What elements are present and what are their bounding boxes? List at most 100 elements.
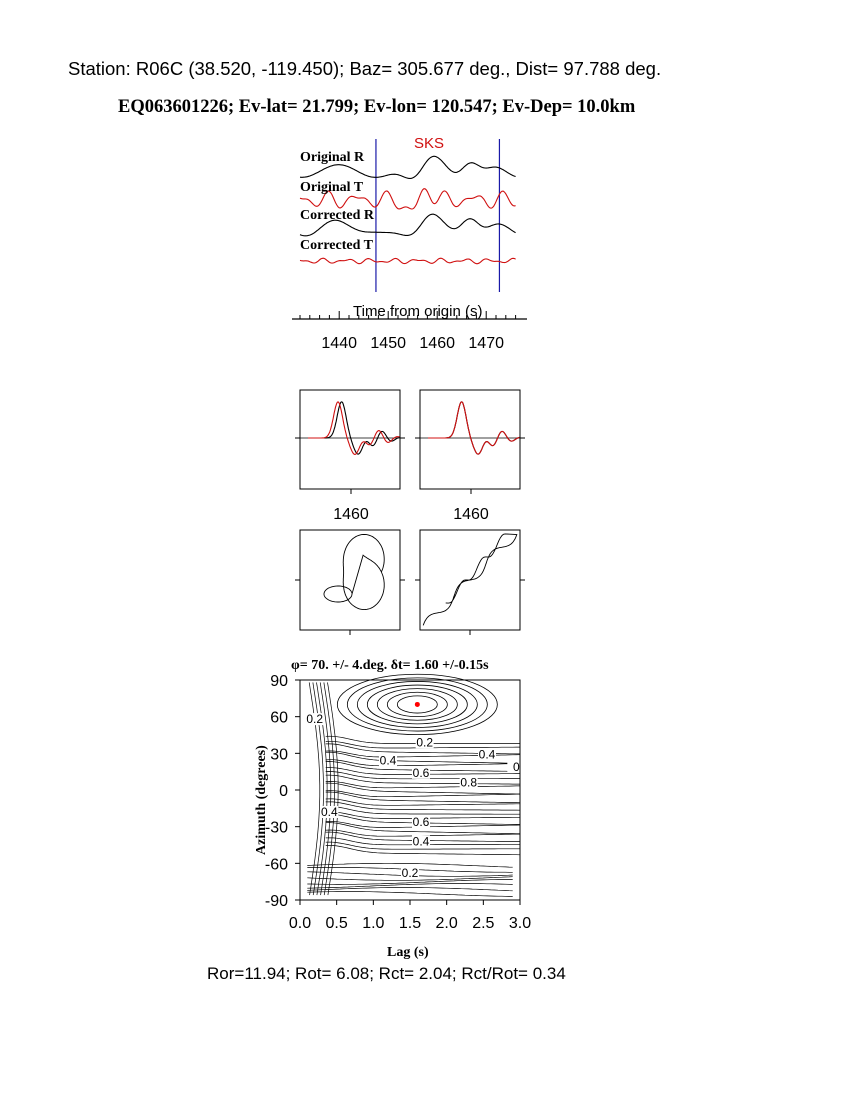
contour-label: 0.4 [413,834,430,848]
seismogram-traces [299,155,516,265]
seismogram-panel: SKS Original R Original T Corrected R Co… [292,135,527,352]
contour-x-tick-label: 2.5 [472,915,494,932]
trace-corrected-t [299,257,516,265]
contour-label: 0.4 [479,748,496,762]
contour-labels: 0.20.20.400.40.60.80.40.60.40.2 [305,712,526,880]
contour-line [356,681,478,728]
contour-y-tick-label: -90 [265,893,288,910]
contour-line [325,841,520,850]
contour-line [307,891,513,897]
contour-x-tick-label: 3.0 [509,915,531,932]
contour-x-tick-label: 1.5 [399,915,421,932]
overlay-tick-label: 1460 [453,506,489,523]
contour-label-bg [412,766,430,779]
overlay-transverse [308,401,400,455]
waveform-overlay-panels: 1460 1460 [295,389,525,523]
contour-label-bg [320,806,339,818]
contour-label: 0.6 [413,766,430,780]
contour-label-bg [412,815,430,828]
contour-line [323,682,335,896]
contour-line [307,876,513,881]
overlay-radial [308,401,400,455]
contour-label: 0.4 [321,805,338,819]
time-tick-label: 1460 [419,335,455,352]
contour-label-bg [478,748,496,761]
contour-label-bg [401,867,419,880]
contour-line [325,790,520,798]
trace-label-original-t: Original T [300,180,364,195]
contour-x-tick-label: 2.0 [436,915,458,932]
overlay-panel-original: 1460 [295,389,405,523]
contour-line [307,879,513,885]
energy-ratios: Ror=11.94; Rot= 6.08; Rct= 2.04; Rct/Rot… [207,964,566,983]
contour-label: 0.4 [380,754,397,768]
event-info: EQ063601226; Ev-lat= 21.799; Ev-lon= 120… [118,97,636,117]
contour-line [325,782,520,795]
trace-original-r [299,155,516,179]
contour-line [336,673,498,736]
contour-y-tick-label: 90 [270,673,288,690]
contour-line [307,862,513,868]
contour-y-tick-label: 60 [270,710,288,727]
overlay-frame [419,389,521,490]
contour-line [307,887,513,892]
time-axis-ticks: 1440 1450 1460 1470 [299,311,517,352]
contour-lines [307,673,521,897]
contour-label-bg [412,835,430,848]
trace-label-original-r: Original R [300,150,365,165]
contour-line [325,774,520,785]
phase-label: SKS [414,135,444,152]
contour-line [325,759,520,767]
contour-x-tick-label: 1.0 [362,915,384,932]
contour-y-tick-label: -30 [265,820,288,837]
contour-label: 0.2 [402,866,419,880]
overlay-transverse [428,401,520,455]
contour-line [325,798,520,806]
contour-label: 0.6 [413,815,430,829]
trace-label-corrected-t: Corrected T [300,238,374,253]
station-info: Station: R06C (38.520, -119.450); Baz= 3… [68,58,662,79]
contour-y-tick-label: 0 [279,783,288,800]
particle-motion-panels [295,529,525,635]
time-tick-label: 1450 [370,335,406,352]
contour-label-bg [415,736,434,749]
contour-ylabel: Azimuth (degrees) [254,745,269,855]
contour-label: 0.2 [306,712,323,726]
contour-label-bg [459,776,478,789]
best-fit-marker [414,701,420,707]
contour-line [319,682,332,896]
contour-line [396,695,438,714]
trace-label-corrected-r: Corrected R [300,208,375,223]
contour-xlabel: Lag (s) [387,945,429,960]
contour-label-bg [379,754,397,767]
overlay-frame [299,389,401,490]
contour-line [325,791,521,804]
contour-title: φ= 70. +/- 4.deg. δt= 1.60 +/-0.15s [291,658,489,673]
overlay-panel-corrected: 1460 [415,389,525,523]
window-markers [375,139,501,292]
time-tick-label: 1470 [468,335,504,352]
contour-line [366,684,468,725]
contour-label: 0 [513,760,520,774]
contour-line [346,677,488,732]
particle-motion-corrected [415,529,525,635]
contour-y-tick-label: -60 [265,856,288,873]
time-tick-label: 1440 [321,335,357,352]
contour-label-bg [305,713,324,726]
contour-line [325,751,521,764]
particle-motion-original [295,529,405,635]
contour-label: 0.8 [460,776,477,790]
contour-label: 0.2 [416,735,433,749]
particle-motion-frame [299,529,401,631]
energy-contour-panel: φ= 70. +/- 4.deg. δt= 1.60 +/-0.15s 0.2 0… [254,658,531,960]
contour-axis-ticks: 0.0 0.5 1.0 1.5 2.0 2.5 3.0 -90 -60 -30 0 30 60 90 [265,673,531,932]
contour-line [325,806,520,815]
contour-x-tick-label: 0.0 [289,915,311,932]
contour-line [325,844,521,856]
particle-motion-path [323,533,385,611]
trace-original-t [299,188,516,210]
contour-y-tick-label: 30 [270,746,288,763]
contour-line [327,682,339,896]
particle-motion-path [422,533,518,626]
